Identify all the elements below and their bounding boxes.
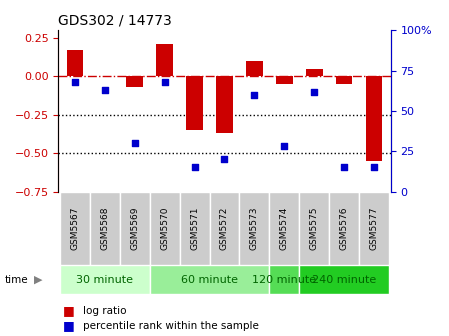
Text: ■: ■ bbox=[63, 320, 75, 332]
Text: 120 minute: 120 minute bbox=[252, 275, 317, 285]
Bar bbox=[90, 192, 120, 265]
Bar bbox=[186, 76, 203, 130]
Bar bbox=[269, 265, 299, 294]
Point bbox=[281, 144, 288, 149]
Text: 30 minute: 30 minute bbox=[76, 275, 133, 285]
Point bbox=[251, 92, 258, 97]
Bar bbox=[359, 192, 389, 265]
Text: GSM5567: GSM5567 bbox=[70, 207, 79, 250]
Text: log ratio: log ratio bbox=[83, 306, 127, 316]
Text: GSM5573: GSM5573 bbox=[250, 207, 259, 250]
Bar bbox=[329, 192, 359, 265]
Bar bbox=[60, 192, 90, 265]
Bar bbox=[269, 192, 299, 265]
Bar bbox=[66, 50, 83, 76]
Point bbox=[101, 87, 108, 93]
Point bbox=[71, 79, 79, 85]
Point bbox=[161, 79, 168, 85]
Point bbox=[131, 140, 138, 146]
Bar bbox=[239, 192, 269, 265]
Text: ▶: ▶ bbox=[34, 275, 42, 285]
Bar bbox=[210, 192, 239, 265]
Bar bbox=[120, 192, 150, 265]
Bar bbox=[306, 69, 322, 76]
Text: GSM5574: GSM5574 bbox=[280, 207, 289, 250]
Text: GDS302 / 14773: GDS302 / 14773 bbox=[58, 14, 172, 28]
Text: percentile rank within the sample: percentile rank within the sample bbox=[83, 321, 259, 331]
Bar bbox=[150, 265, 269, 294]
Bar bbox=[276, 76, 293, 84]
Bar bbox=[156, 44, 173, 76]
Text: 240 minute: 240 minute bbox=[312, 275, 376, 285]
Text: time: time bbox=[4, 275, 28, 285]
Text: GSM5576: GSM5576 bbox=[340, 207, 349, 250]
Point bbox=[341, 165, 348, 170]
Text: GSM5571: GSM5571 bbox=[190, 207, 199, 250]
Point bbox=[191, 165, 198, 170]
Bar bbox=[366, 76, 383, 161]
Bar bbox=[150, 192, 180, 265]
Point bbox=[221, 157, 228, 162]
Text: GSM5569: GSM5569 bbox=[130, 207, 139, 250]
Point bbox=[311, 89, 318, 94]
Bar bbox=[299, 192, 329, 265]
Text: ■: ■ bbox=[63, 304, 75, 317]
Bar bbox=[246, 61, 263, 76]
Bar bbox=[180, 192, 210, 265]
Text: GSM5568: GSM5568 bbox=[100, 207, 109, 250]
Point bbox=[370, 165, 378, 170]
Bar bbox=[216, 76, 233, 133]
Bar bbox=[127, 76, 143, 87]
Text: GSM5577: GSM5577 bbox=[370, 207, 379, 250]
Text: 60 minute: 60 minute bbox=[181, 275, 238, 285]
Text: GSM5572: GSM5572 bbox=[220, 207, 229, 250]
Text: GSM5575: GSM5575 bbox=[310, 207, 319, 250]
Text: GSM5570: GSM5570 bbox=[160, 207, 169, 250]
Bar bbox=[299, 265, 389, 294]
Bar bbox=[60, 265, 150, 294]
Bar bbox=[336, 76, 352, 84]
